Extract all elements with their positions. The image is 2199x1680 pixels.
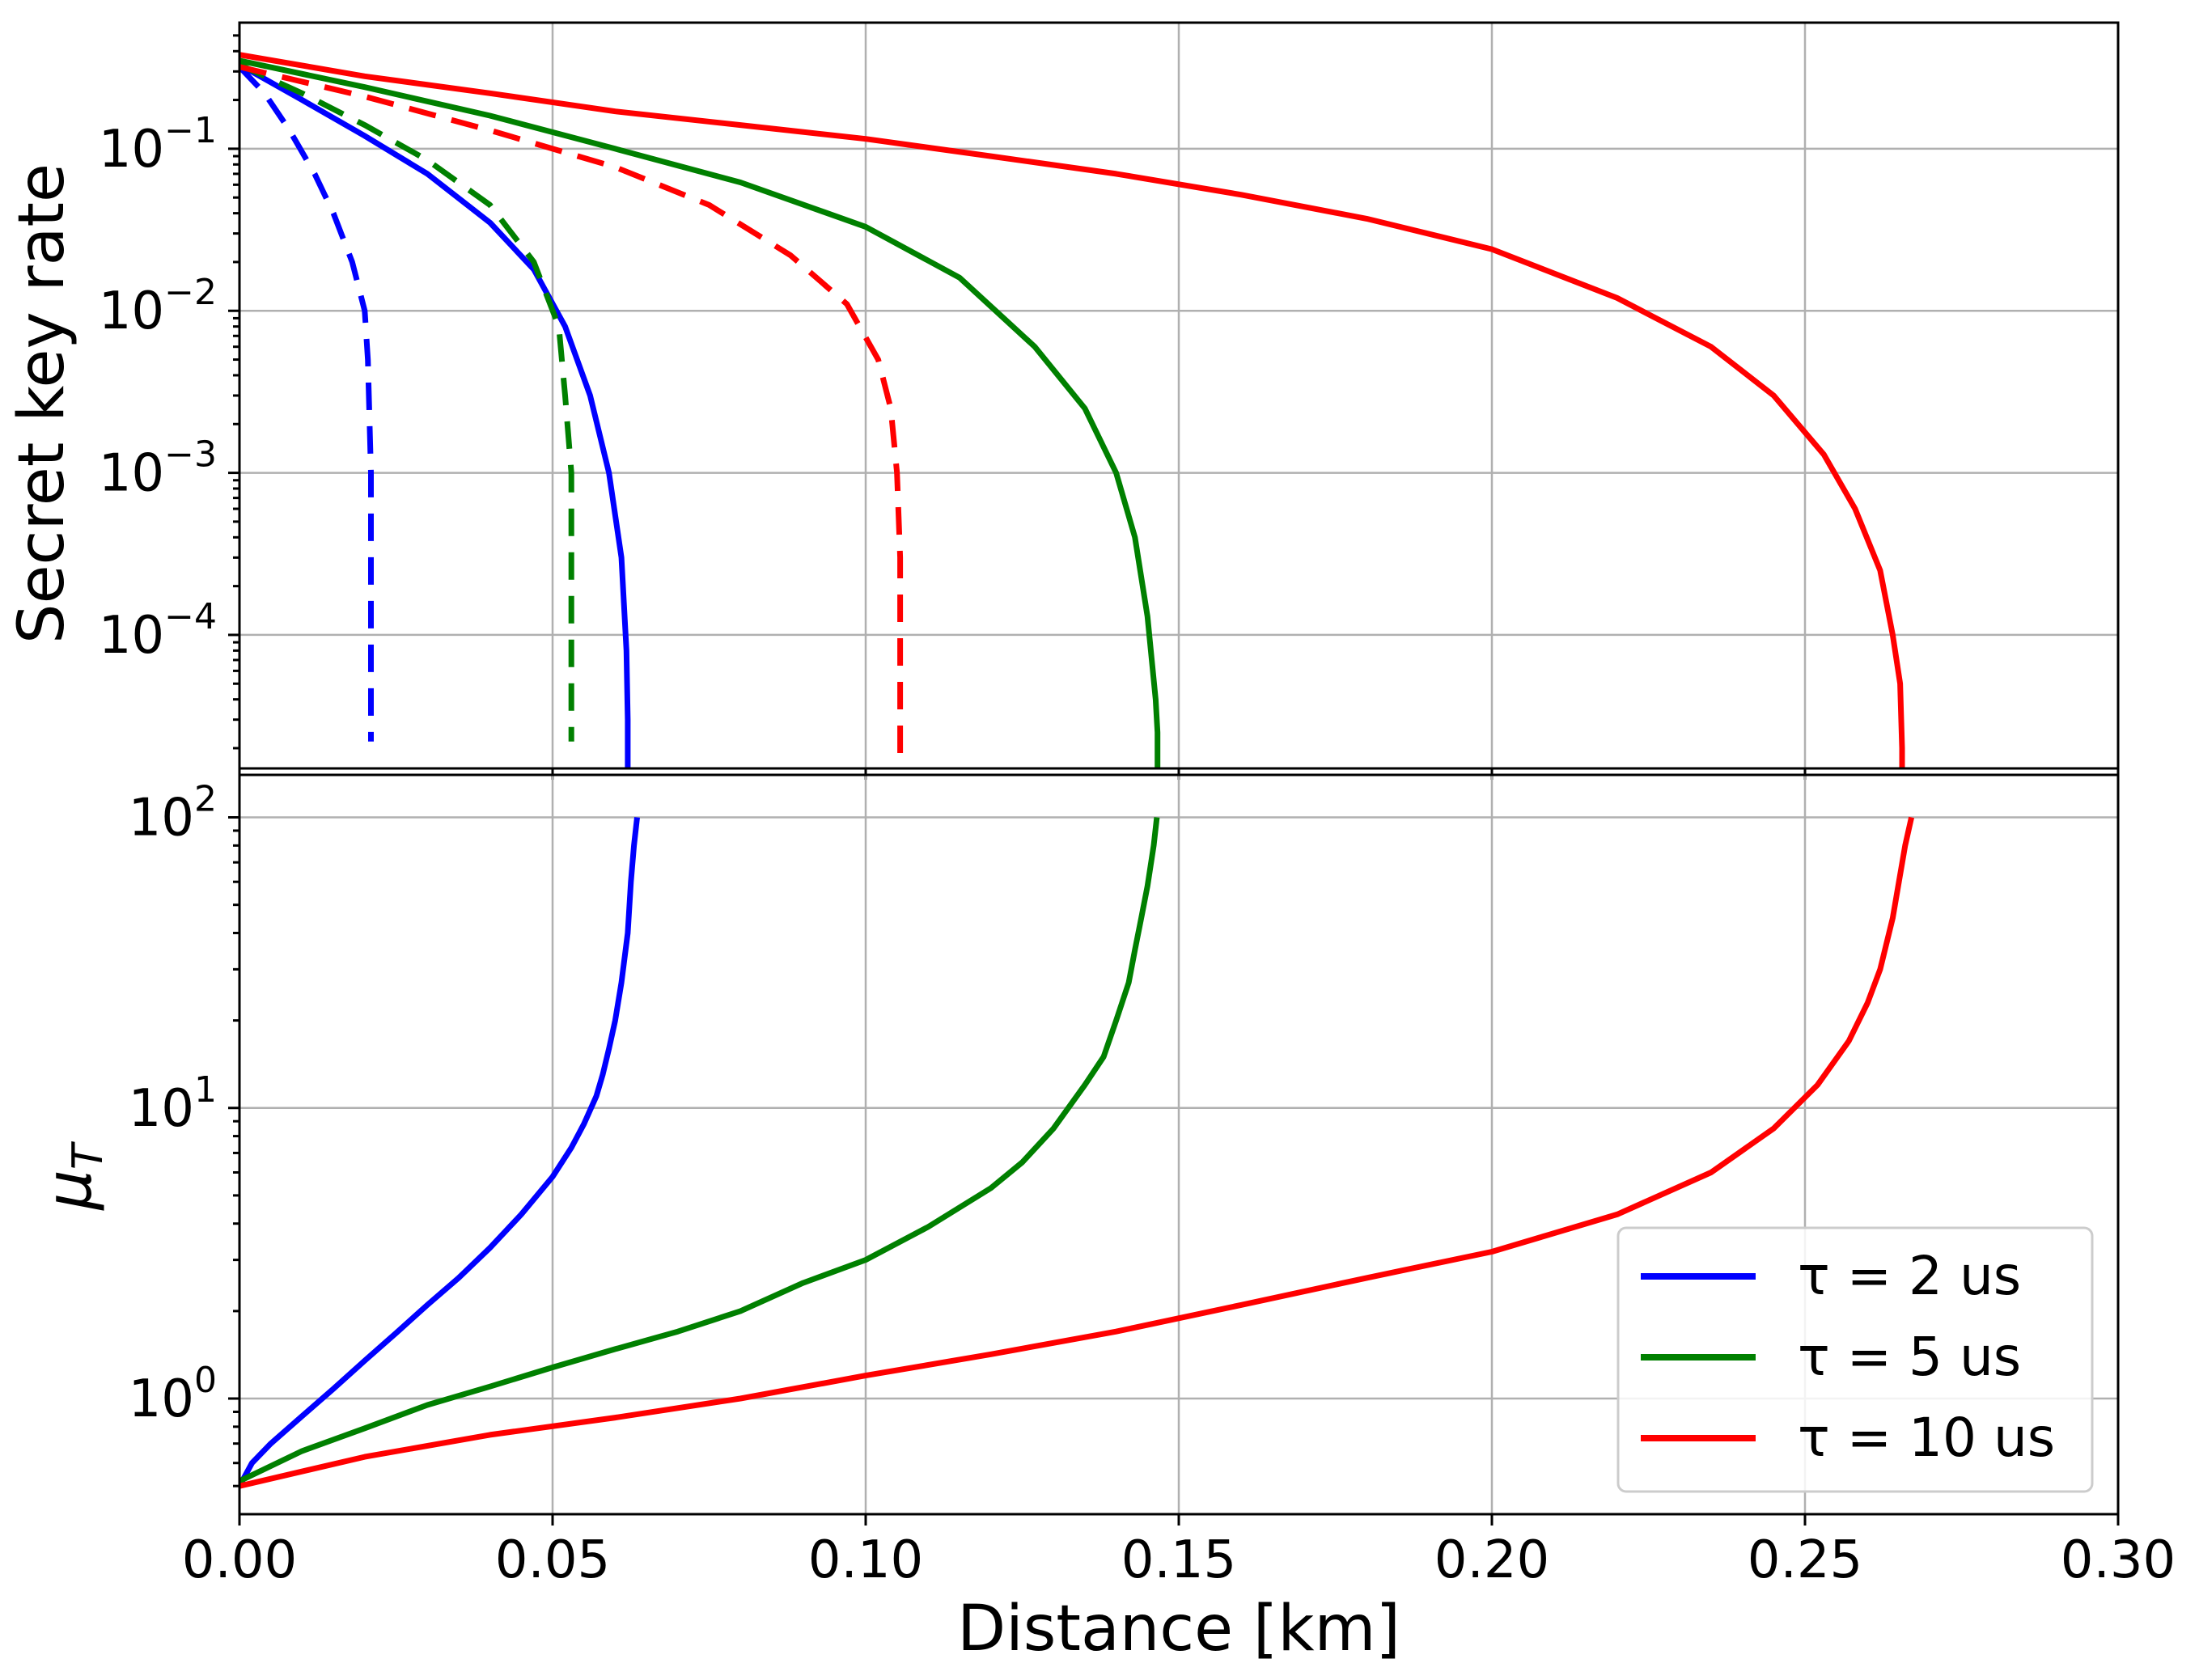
rate-series-2-dashed [239, 61, 574, 742]
y-tick-exponent: −4 [164, 596, 217, 637]
x-tick-label: 0.05 [495, 1530, 611, 1590]
mu-series-2-solid [239, 816, 1915, 1489]
x-axis-title: Distance [km] [957, 1593, 1400, 1665]
mu-subscript: T [64, 1140, 112, 1170]
y-tick-label: 10−1 [99, 110, 217, 180]
legend-label: τ = 5 us [1798, 1326, 2021, 1388]
y-tick-base: 10 [129, 788, 194, 848]
x-tick-label: 0.25 [1748, 1530, 1863, 1590]
y-tick-label: 10−2 [99, 272, 217, 341]
legend-label: τ = 2 us [1798, 1245, 2021, 1307]
y-tick-base: 10 [129, 1369, 194, 1429]
x-tick-label: 0.00 [182, 1530, 298, 1590]
y-tick-exponent: −3 [164, 434, 217, 476]
legend-box [1616, 1226, 2094, 1493]
y-tick-label: 102 [129, 778, 217, 848]
y-tick-base: 10 [99, 120, 164, 180]
top-y-ticks: 10−410−310−210−1 [99, 34, 239, 750]
y-tick-base: 10 [99, 444, 164, 504]
y-axis-title-rate: Secret key rate [6, 163, 78, 644]
y-tick-exponent: −1 [164, 110, 217, 151]
mu-symbol: μ [33, 1170, 106, 1212]
legend-label: τ = 10 us [1798, 1407, 2055, 1469]
y-tick-base: 10 [99, 281, 164, 341]
y-tick-exponent: 0 [194, 1360, 217, 1401]
y-tick-label: 10−3 [99, 434, 217, 504]
x-tick-label: 0.20 [1434, 1530, 1550, 1590]
mu-series-0-solid [239, 817, 640, 1487]
top-grid [238, 23, 2120, 768]
bottom-x-ticks: 0.00 0.05 0.10 0.15 0.20 0.25 0.30 [182, 1514, 2176, 1590]
y-tick-exponent: −2 [164, 272, 217, 313]
legend: τ = 2 us τ = 5 us τ = 10 us [1616, 1226, 2094, 1493]
x-tick-label: 0.10 [808, 1530, 924, 1590]
y-tick-exponent: 1 [194, 1069, 217, 1111]
rate-series-4-dashed [239, 64, 904, 768]
y-tick-label: 101 [129, 1069, 217, 1139]
mu-series-1-solid [239, 817, 1160, 1484]
y-tick-base: 10 [99, 606, 164, 666]
rate-series-1-solid [239, 61, 631, 768]
y-tick-exponent: 2 [194, 778, 217, 819]
rate-series-5-solid [239, 52, 1905, 768]
rate-series-0-dashed [239, 65, 374, 742]
y-axis-title-mu: μT [33, 1140, 112, 1212]
x-tick-label: 0.15 [1121, 1530, 1237, 1590]
top-panel-rate: 10−410−310−210−1 Secret key rate [6, 21, 2120, 780]
bottom-series-group [239, 816, 1915, 1489]
y-tick-label: 10−4 [99, 596, 217, 666]
y-tick-base: 10 [129, 1079, 194, 1139]
rate-series-3-solid [239, 57, 1161, 768]
top-series-group [239, 52, 1905, 768]
y-tick-label: 100 [129, 1360, 217, 1429]
x-tick-label: 0.30 [2061, 1530, 2176, 1590]
